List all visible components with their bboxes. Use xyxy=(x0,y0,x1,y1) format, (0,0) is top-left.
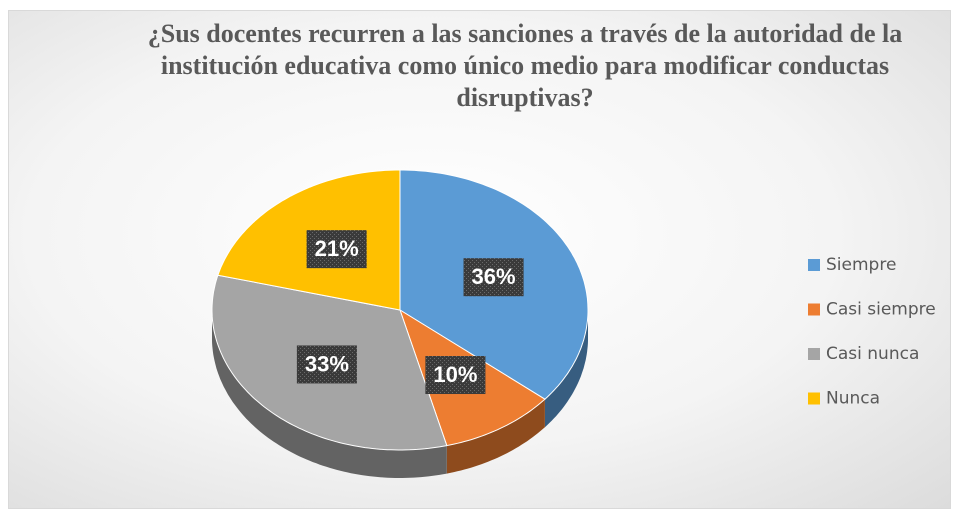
chart-title: ¿Sus docentes recurren a las sanciones a… xyxy=(147,19,903,112)
data-label-box xyxy=(425,356,486,395)
legend-label: Casi nunca xyxy=(826,344,919,364)
data-label: 33% xyxy=(305,351,349,376)
data-label-box xyxy=(463,258,524,297)
legend-label: Nunca xyxy=(826,389,880,409)
slice-side xyxy=(544,310,588,428)
data-label: 36% xyxy=(472,264,516,289)
legend-label: Casi siempre xyxy=(826,300,936,320)
data-label: 10% xyxy=(433,362,477,387)
data-label: 21% xyxy=(315,236,359,261)
legend-swatch xyxy=(808,259,820,271)
slice-side xyxy=(212,310,447,478)
legend-swatch xyxy=(808,392,820,405)
legend-swatch xyxy=(808,348,820,360)
data-label-box xyxy=(296,345,357,384)
data-label-box xyxy=(306,230,367,269)
legend-swatch xyxy=(808,303,820,316)
legend-label: Siempre xyxy=(826,255,896,275)
